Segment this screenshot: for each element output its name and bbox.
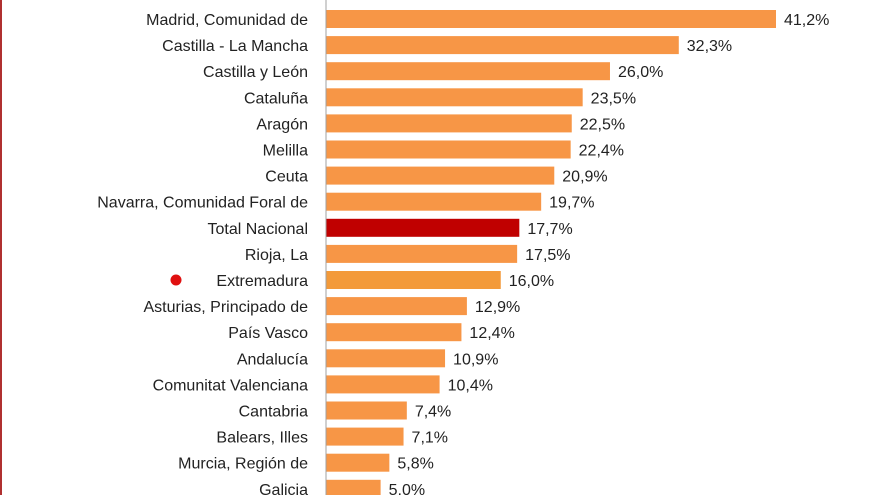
bar — [326, 401, 407, 420]
bar — [326, 114, 572, 133]
data-label: 5,8% — [397, 456, 433, 473]
category-label: Navarra, Comunidad Foral de — [97, 195, 308, 212]
bar — [326, 271, 501, 289]
category-label: Total Nacional — [208, 221, 309, 238]
bar — [326, 427, 404, 446]
category-label: Madrid, Comunidad de — [146, 12, 308, 29]
data-label: 41,2% — [784, 12, 829, 29]
category-label: Castilla y León — [203, 64, 308, 81]
category-label: Extremadura — [216, 273, 308, 290]
bar — [326, 62, 610, 81]
category-label: Rioja, La — [245, 247, 308, 264]
category-label: Murcia, Región de — [178, 456, 308, 473]
bar — [326, 323, 462, 342]
category-label: Castilla - La Mancha — [162, 38, 308, 55]
data-label: 17,7% — [527, 221, 572, 238]
bar — [326, 297, 467, 316]
bar — [326, 244, 518, 263]
category-label: Ceuta — [265, 169, 308, 186]
data-label: 23,5% — [591, 90, 636, 107]
bar — [326, 88, 583, 107]
data-label: 17,5% — [525, 247, 570, 264]
data-label: 10,4% — [448, 377, 493, 394]
category-label: Melilla — [263, 143, 308, 160]
bar — [326, 36, 679, 55]
bar — [326, 218, 520, 237]
category-label: Cantabria — [239, 404, 308, 421]
data-label: 12,9% — [475, 299, 520, 316]
data-label: 32,3% — [687, 38, 732, 55]
bar — [326, 479, 381, 495]
category-label: Cataluña — [244, 90, 308, 107]
data-label: 12,4% — [469, 325, 514, 342]
data-label: 22,4% — [579, 143, 624, 160]
category-label: Balears, Illes — [216, 430, 308, 447]
bar — [326, 192, 542, 211]
bar — [326, 375, 440, 394]
category-label: Comunitat Valenciana — [153, 377, 308, 394]
category-label: Galicia — [259, 482, 308, 495]
data-label: 16,0% — [509, 273, 554, 290]
category-label: Asturias, Principado de — [143, 299, 308, 316]
data-label: 19,7% — [549, 195, 594, 212]
data-label: 5,0% — [389, 482, 425, 495]
highlight-dot-icon — [170, 274, 182, 286]
bar — [326, 10, 776, 28]
data-label: 10,9% — [453, 351, 498, 368]
category-label: Aragón — [256, 116, 308, 133]
data-label: 26,0% — [618, 64, 663, 81]
bar — [326, 349, 446, 368]
frame-border — [0, 0, 2, 495]
data-label: 20,9% — [562, 169, 607, 186]
bar — [326, 140, 571, 159]
bar — [326, 166, 555, 185]
category-label: Andalucía — [237, 351, 308, 368]
data-label: 7,1% — [412, 430, 448, 447]
bar — [326, 453, 390, 472]
data-label: 7,4% — [415, 404, 451, 421]
data-label: 22,5% — [580, 116, 625, 133]
category-label: País Vasco — [228, 325, 308, 342]
